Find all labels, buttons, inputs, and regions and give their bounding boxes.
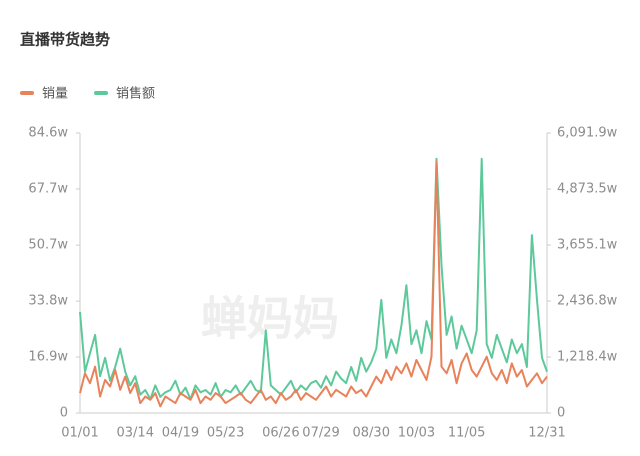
legend-label: 销售额 xyxy=(116,86,155,102)
y2-tick-label: 0 xyxy=(557,406,565,421)
x-tick-label: 03/14 xyxy=(117,426,154,441)
y-tick-label: 84.6w xyxy=(28,126,68,141)
y2-tick-label: 1,218.4w xyxy=(557,349,618,364)
legend-swatch xyxy=(20,91,34,95)
x-tick-label: 11/05 xyxy=(448,426,485,441)
y-tick-label: 0 xyxy=(60,406,68,421)
x-tick-label: 01/01 xyxy=(61,426,98,441)
x-tick-label: 05/23 xyxy=(207,426,244,441)
watermark: 蝉妈妈 xyxy=(201,292,339,346)
y2-tick-label: 6,091.9w xyxy=(557,126,618,141)
chart-title: 直播带货趋势 xyxy=(20,31,110,49)
x-tick-label: 10/03 xyxy=(398,426,435,441)
x-tick-label: 06/26 xyxy=(262,426,299,441)
series-line xyxy=(79,157,548,401)
y2-tick-label: 2,436.8w xyxy=(557,293,618,308)
legend-swatch xyxy=(94,91,109,95)
y-tick-label: 50.7w xyxy=(28,238,68,253)
x-tick-label: 04/19 xyxy=(162,426,199,441)
legend-label: 销量 xyxy=(42,87,68,102)
y-tick-label: 33.8w xyxy=(28,294,68,309)
y-tick-label: 16.9w xyxy=(28,350,68,365)
y2-tick-label: 4,873.5w xyxy=(557,182,618,197)
x-tick-label: 07/29 xyxy=(302,426,339,441)
y2-tick-label: 3,655.1w xyxy=(557,238,618,253)
x-tick-label: 08/30 xyxy=(353,426,390,441)
y-tick-label: 67.7w xyxy=(28,181,68,196)
x-tick-label: 12/31 xyxy=(528,426,565,441)
series-line xyxy=(79,160,548,408)
